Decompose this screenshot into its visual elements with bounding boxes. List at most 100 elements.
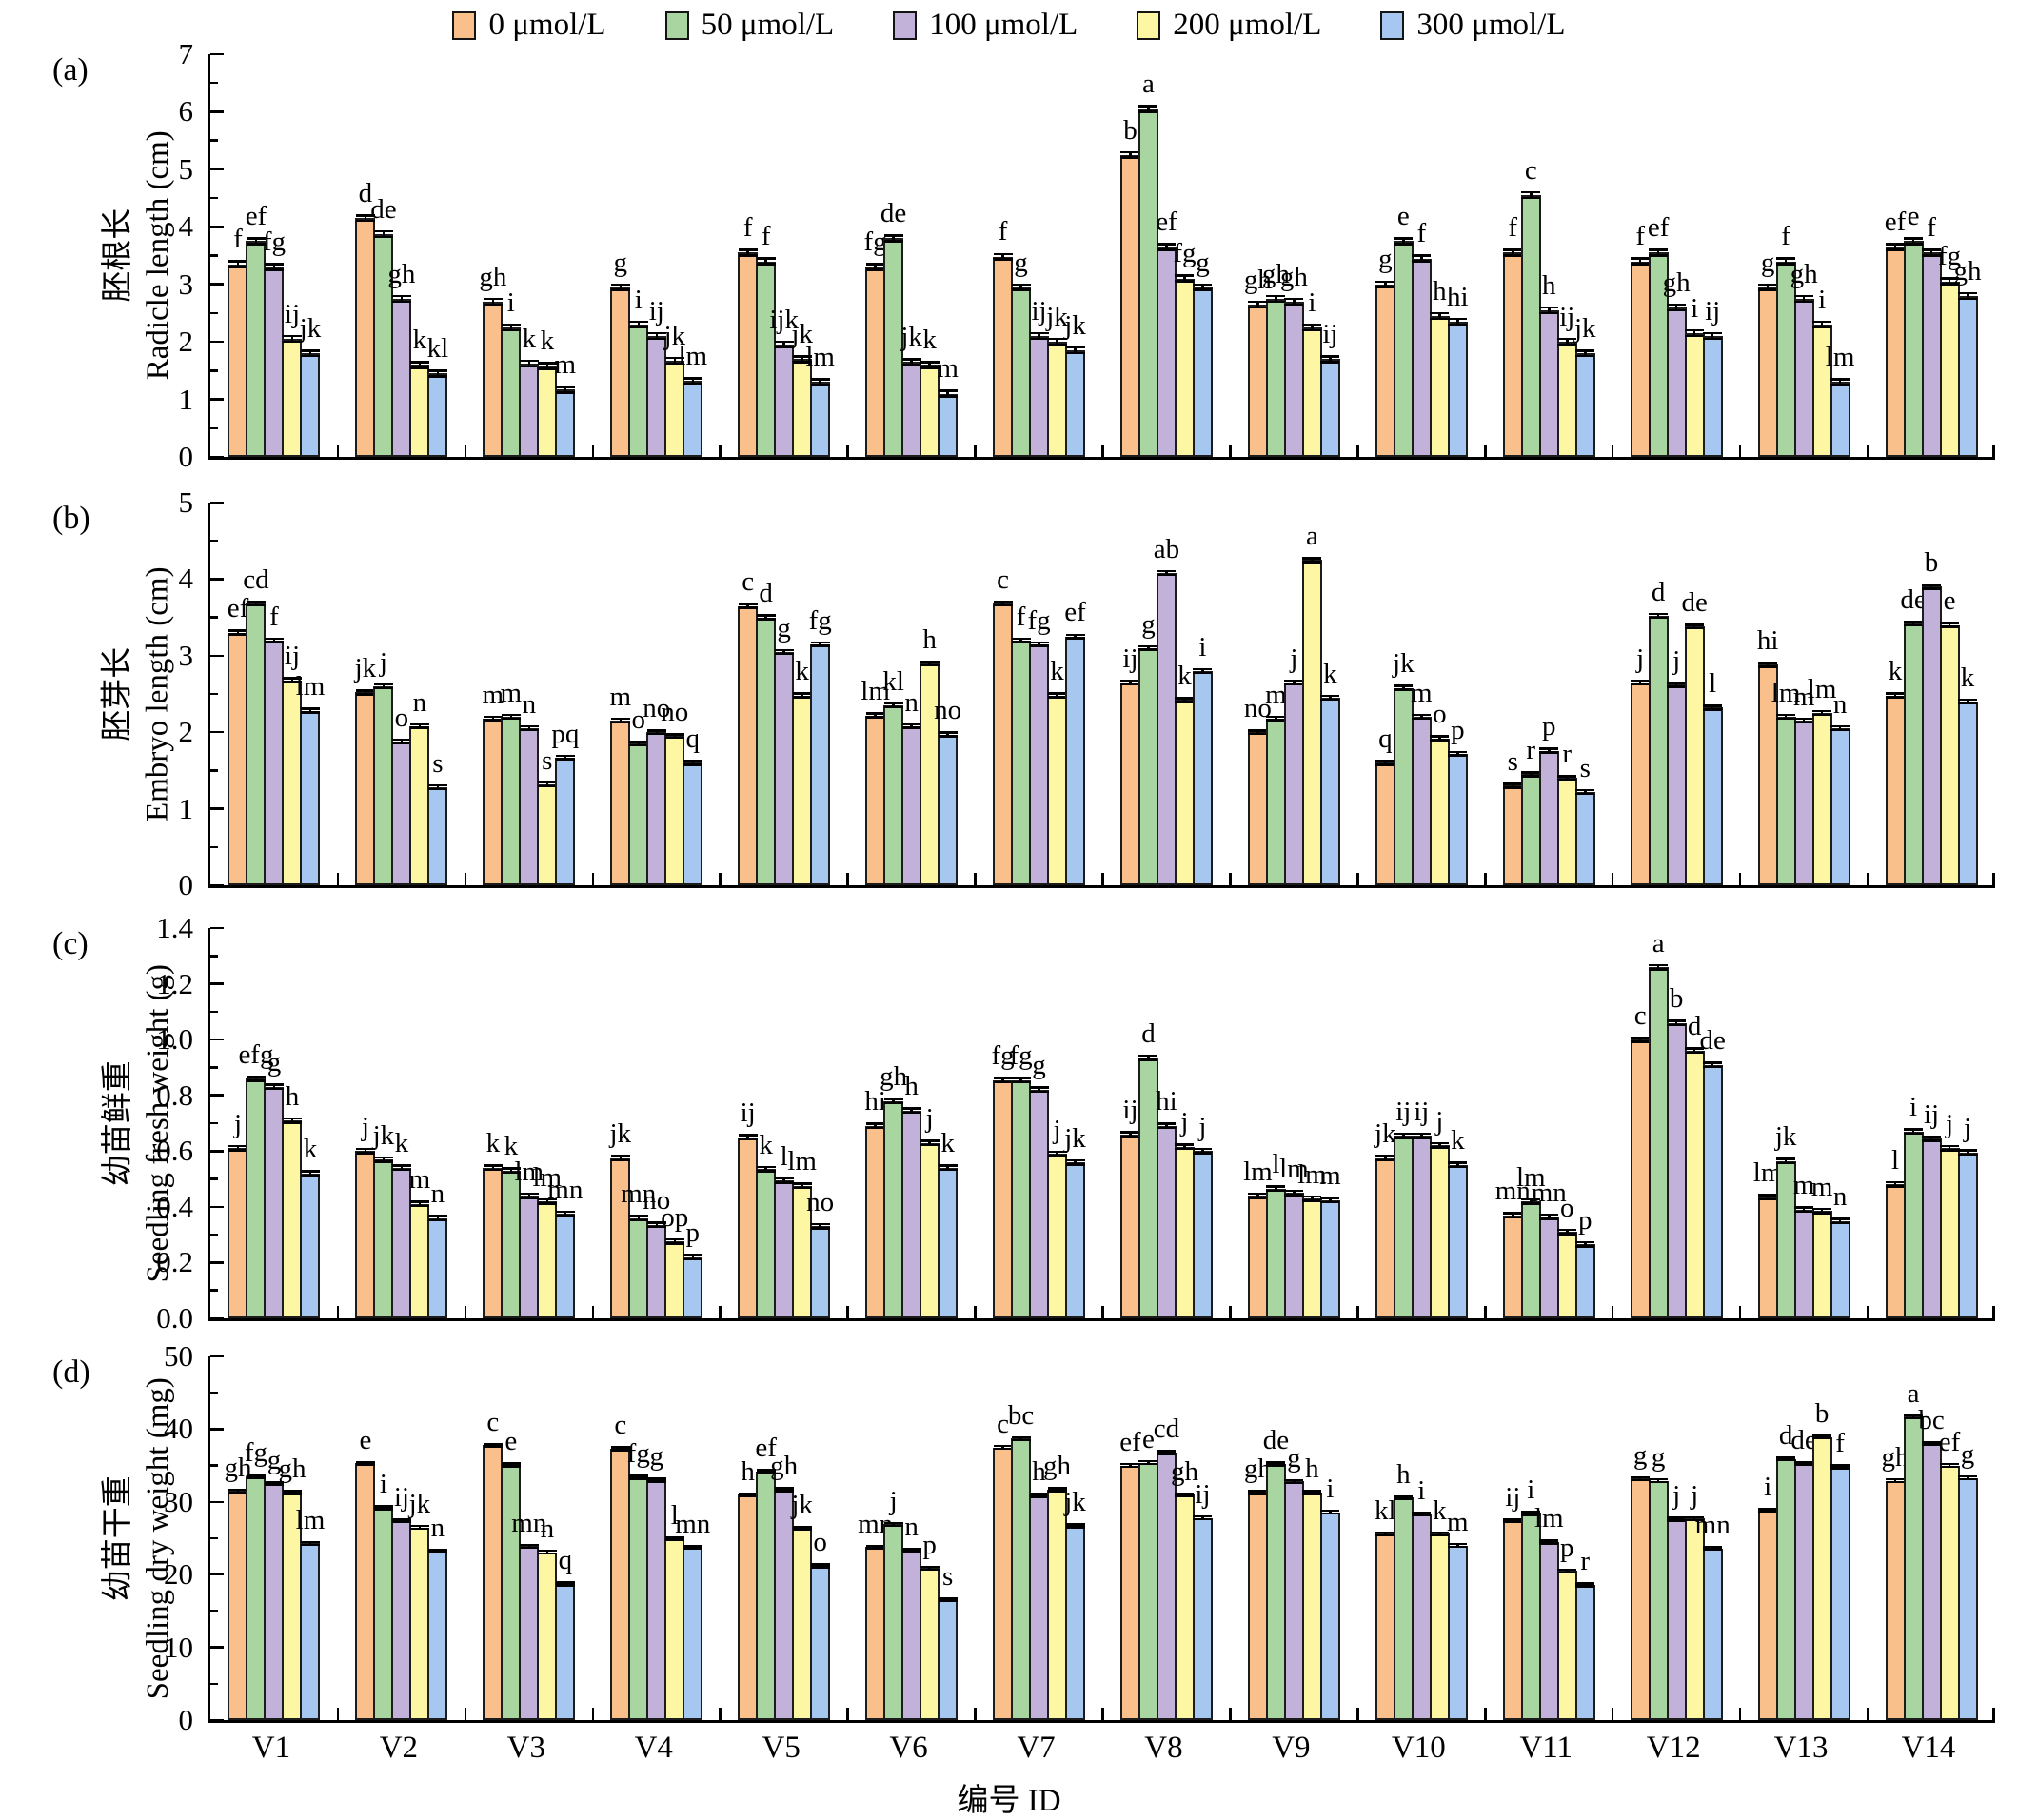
bar bbox=[1702, 707, 1723, 885]
sig-letter: p bbox=[685, 1217, 701, 1249]
y-tick-label: 2 bbox=[178, 715, 194, 749]
bar bbox=[1411, 1136, 1432, 1318]
error-bar-stem bbox=[1001, 252, 1004, 261]
error-bar bbox=[646, 331, 666, 341]
error-bar-stem bbox=[1838, 1217, 1842, 1225]
sig-letter: i bbox=[1417, 1475, 1426, 1507]
y-tick-label: 3 bbox=[178, 638, 194, 672]
error-bar bbox=[683, 377, 702, 386]
error-bar-stem bbox=[1692, 623, 1696, 630]
error-bar-stem bbox=[1384, 280, 1387, 288]
error-bar-stem bbox=[1129, 1462, 1132, 1469]
error-bar bbox=[391, 1518, 411, 1524]
sig-letter: gh bbox=[1243, 264, 1272, 295]
error-bar bbox=[1011, 637, 1031, 643]
error-bar-stem bbox=[1056, 337, 1058, 346]
error-bar-stem bbox=[1948, 1462, 1951, 1469]
error-bar bbox=[1375, 280, 1395, 288]
bar bbox=[1957, 295, 1978, 457]
sig-letter: k bbox=[940, 1128, 955, 1159]
sig-letter: m bbox=[1319, 1160, 1341, 1192]
bar bbox=[1138, 109, 1158, 457]
error-bar bbox=[1758, 283, 1778, 291]
error-bar-stem bbox=[364, 1460, 367, 1466]
sig-letter: efg bbox=[238, 1039, 274, 1070]
y-tick bbox=[210, 807, 224, 810]
bar bbox=[1265, 1464, 1286, 1720]
x-tick bbox=[1992, 1708, 1995, 1720]
error-bar-stem bbox=[491, 1442, 495, 1448]
x-tick bbox=[974, 1708, 977, 1720]
sig-letter: f bbox=[1016, 601, 1026, 632]
error-bar-stem bbox=[1911, 620, 1915, 627]
error-bar-stem bbox=[1893, 243, 1897, 251]
error-bar bbox=[1667, 303, 1687, 312]
bar bbox=[628, 743, 649, 885]
legend-label: 0 μmol/L bbox=[488, 8, 606, 42]
bar bbox=[228, 264, 248, 457]
bar bbox=[1174, 1494, 1195, 1720]
sig-letter: c bbox=[742, 566, 755, 598]
error-bar-stem bbox=[545, 781, 549, 788]
sig-letter: g bbox=[1014, 247, 1028, 278]
x-tick bbox=[1229, 1306, 1232, 1318]
x-tick bbox=[846, 445, 849, 457]
sig-letter: i bbox=[1909, 1092, 1918, 1123]
sig-letter: jk bbox=[1064, 1487, 1086, 1518]
bar bbox=[1319, 1512, 1340, 1720]
error-bar-stem bbox=[382, 229, 386, 239]
sig-letter: g bbox=[1378, 244, 1393, 275]
sig-letter: k bbox=[1960, 662, 1975, 693]
error-bar-stem bbox=[1329, 1509, 1332, 1515]
sig-letter: j bbox=[1964, 1113, 1972, 1144]
bar bbox=[555, 757, 576, 885]
y-tick-label: 40 bbox=[164, 1412, 193, 1446]
error-bar-stem bbox=[1293, 297, 1296, 307]
bar bbox=[664, 1241, 685, 1318]
x-category-label: V2 bbox=[379, 1731, 419, 1765]
error-bar bbox=[1284, 297, 1304, 307]
error-bar-stem bbox=[764, 257, 767, 266]
sig-letter: jk bbox=[1573, 313, 1596, 344]
error-bar-stem bbox=[254, 237, 258, 246]
error-bar bbox=[1138, 1459, 1158, 1466]
sig-letter: j bbox=[889, 1485, 898, 1516]
error-bar-stem bbox=[1384, 760, 1387, 766]
error-bar bbox=[519, 359, 539, 368]
sig-letter: i bbox=[1308, 287, 1316, 318]
sig-letter: m bbox=[482, 679, 504, 710]
error-bar-stem bbox=[1766, 1194, 1770, 1201]
x-category-label: V6 bbox=[889, 1731, 928, 1765]
sig-letter: fg bbox=[626, 1438, 650, 1470]
sig-letter: cd bbox=[243, 564, 269, 595]
bar bbox=[1885, 695, 1906, 885]
error-bar bbox=[1193, 283, 1213, 291]
sig-letter: de bbox=[1262, 1425, 1290, 1456]
sig-letter: mn bbox=[1694, 1510, 1731, 1541]
error-bar-stem bbox=[673, 1536, 676, 1542]
bar bbox=[1065, 1526, 1086, 1720]
error-bar bbox=[1430, 311, 1450, 321]
panel-letter: (b) bbox=[52, 501, 90, 536]
sig-letter: q bbox=[685, 723, 701, 755]
error-bar bbox=[1065, 1158, 1085, 1166]
error-bar bbox=[993, 600, 1013, 607]
bar bbox=[810, 1226, 831, 1318]
sig-letter: g bbox=[777, 612, 791, 643]
error-bar-stem bbox=[1966, 291, 1969, 301]
bar bbox=[228, 632, 248, 885]
sig-letter: ij bbox=[1505, 1482, 1521, 1513]
error-bar bbox=[391, 1164, 411, 1172]
bar bbox=[993, 1079, 1014, 1318]
sig-letter: i bbox=[1326, 1473, 1335, 1504]
error-bar bbox=[1794, 1206, 1814, 1214]
y-tick-label: 0.4 bbox=[156, 1189, 193, 1223]
error-bar-stem bbox=[1674, 682, 1678, 688]
error-bar bbox=[1940, 1144, 1960, 1152]
error-bar-stem bbox=[946, 1596, 949, 1602]
bar bbox=[865, 1125, 886, 1318]
sig-letter: mn bbox=[1531, 1177, 1567, 1208]
error-bar-stem bbox=[1966, 698, 1969, 705]
error-bar bbox=[1703, 704, 1723, 711]
error-bar bbox=[883, 1521, 903, 1528]
